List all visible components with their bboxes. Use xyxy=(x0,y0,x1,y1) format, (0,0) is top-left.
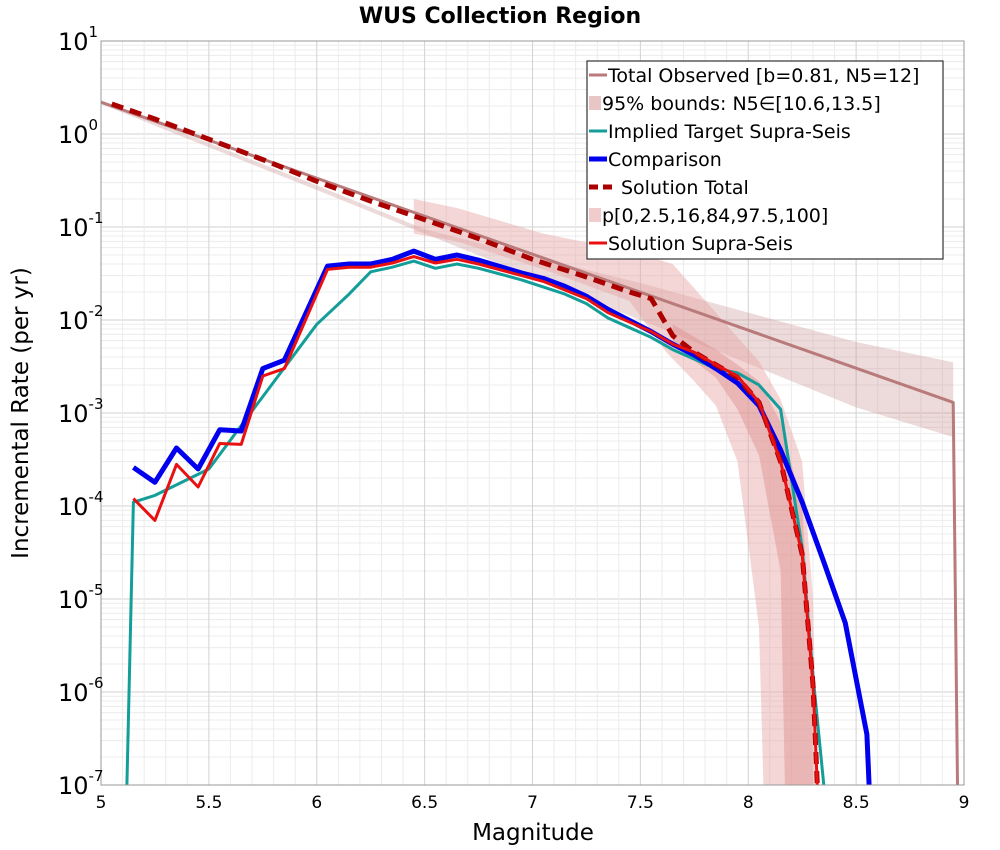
legend-label: p[0,2.5,16,84,97.5,100] xyxy=(602,205,828,227)
y-tick-label: 10-5 xyxy=(58,581,104,614)
y-tick-label: 10-2 xyxy=(58,302,104,335)
y-tick-labels: 101 100 10-1 10-2 10-3 10-4 10-5 10-6 10-7 xyxy=(58,23,104,800)
legend-label: Comparison xyxy=(608,149,722,171)
legend-label: Implied Target Supra-Seis xyxy=(608,121,851,143)
chart-title: WUS Collection Region xyxy=(359,4,641,29)
y-tick-label: 10-1 xyxy=(58,209,104,242)
y-tick-label: 10-3 xyxy=(58,395,104,428)
legend: Total Observed [b=0.81, N5=12] 95% bounds… xyxy=(586,60,944,260)
legend-swatch xyxy=(589,96,601,110)
x-tick-label: 6.5 xyxy=(411,793,438,813)
uncertainty-band-1 xyxy=(413,199,818,785)
plot-frame xyxy=(100,40,965,786)
x-tick-label: 8 xyxy=(743,793,754,813)
x-tick-label: 5.5 xyxy=(195,793,222,813)
series-line-4 xyxy=(132,255,819,786)
legend-label: Solution Total xyxy=(621,177,749,199)
legend-label: Total Observed [b=0.81, N5=12] xyxy=(607,65,919,87)
x-tick-label: 5 xyxy=(96,793,107,813)
y-tick-label: 101 xyxy=(58,23,98,56)
x-tick-label: 8.5 xyxy=(843,793,870,813)
y-tick-label: 10-6 xyxy=(58,674,104,707)
x-tick-label: 7 xyxy=(527,793,538,813)
x-tick-labels: 5 5.5 6 6.5 7 7.5 8 8.5 9 xyxy=(96,793,970,813)
x-tick-label: 6 xyxy=(311,793,322,813)
series-lines xyxy=(100,100,959,786)
series-line-1 xyxy=(125,259,826,786)
legend-swatch xyxy=(589,208,601,222)
legend-label: Solution Supra-Seis xyxy=(608,233,793,255)
legend-frame xyxy=(586,60,944,260)
x-tick-label: 7.5 xyxy=(627,793,654,813)
x-tick-label: 9 xyxy=(959,793,970,813)
legend-label: 95% bounds: N5∈[10.6,13.5] xyxy=(602,93,881,115)
y-tick-label: 100 xyxy=(58,116,98,149)
uncertainty-band-0 xyxy=(101,100,954,438)
x-axis-label: Magnitude xyxy=(472,820,594,846)
y-tick-label: 10-4 xyxy=(58,488,104,521)
y-tick-label: 10-7 xyxy=(58,767,104,800)
y-axis-label: Incremental Rate (per yr) xyxy=(8,267,34,559)
series-line-0 xyxy=(100,100,959,786)
